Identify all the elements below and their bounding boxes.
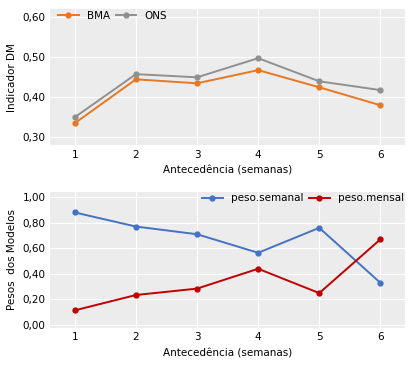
- ONS: [72, 115, 77, 119]
- BMA: [256, 68, 261, 72]
- Y-axis label: Indicador DM: Indicador DM: [7, 43, 17, 112]
- BMA: [134, 77, 139, 81]
- peso.semanal: [195, 232, 200, 237]
- Line: peso.mensal: peso.mensal: [72, 237, 383, 313]
- Line: BMA: BMA: [72, 68, 383, 126]
- ONS: [256, 56, 261, 60]
- peso.mensal: [378, 237, 383, 242]
- Legend: BMA, ONS: BMA, ONS: [54, 7, 171, 25]
- peso.mensal: [317, 291, 322, 295]
- Line: peso.semanal: peso.semanal: [72, 210, 383, 285]
- X-axis label: Antecedência (semanas): Antecedência (semanas): [163, 348, 292, 358]
- peso.semanal: [134, 224, 139, 229]
- peso.mensal: [256, 266, 261, 271]
- peso.mensal: [195, 287, 200, 291]
- peso.mensal: [72, 308, 77, 312]
- ONS: [378, 88, 383, 92]
- peso.semanal: [256, 251, 261, 255]
- BMA: [72, 121, 77, 126]
- BMA: [317, 85, 322, 89]
- peso.semanal: [72, 210, 77, 215]
- Legend: peso.semanal, peso.mensal: peso.semanal, peso.mensal: [198, 189, 408, 208]
- ONS: [134, 72, 139, 76]
- peso.mensal: [134, 293, 139, 297]
- peso.semanal: [317, 226, 322, 230]
- BMA: [378, 103, 383, 107]
- Line: ONS: ONS: [72, 56, 383, 120]
- Y-axis label: Pesos  dos Modelos: Pesos dos Modelos: [7, 209, 17, 310]
- ONS: [317, 79, 322, 84]
- X-axis label: Antecedência (semanas): Antecedência (semanas): [163, 166, 292, 176]
- BMA: [195, 81, 200, 85]
- peso.semanal: [378, 281, 383, 285]
- ONS: [195, 75, 200, 80]
